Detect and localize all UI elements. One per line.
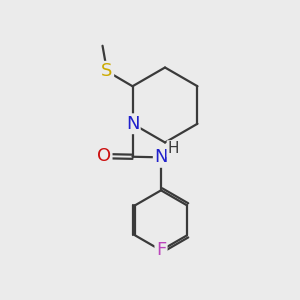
Text: N: N [126,115,139,133]
Text: N: N [154,148,168,166]
Text: F: F [156,241,166,259]
Text: S: S [101,62,113,80]
Text: H: H [168,141,179,156]
Text: O: O [97,147,111,165]
